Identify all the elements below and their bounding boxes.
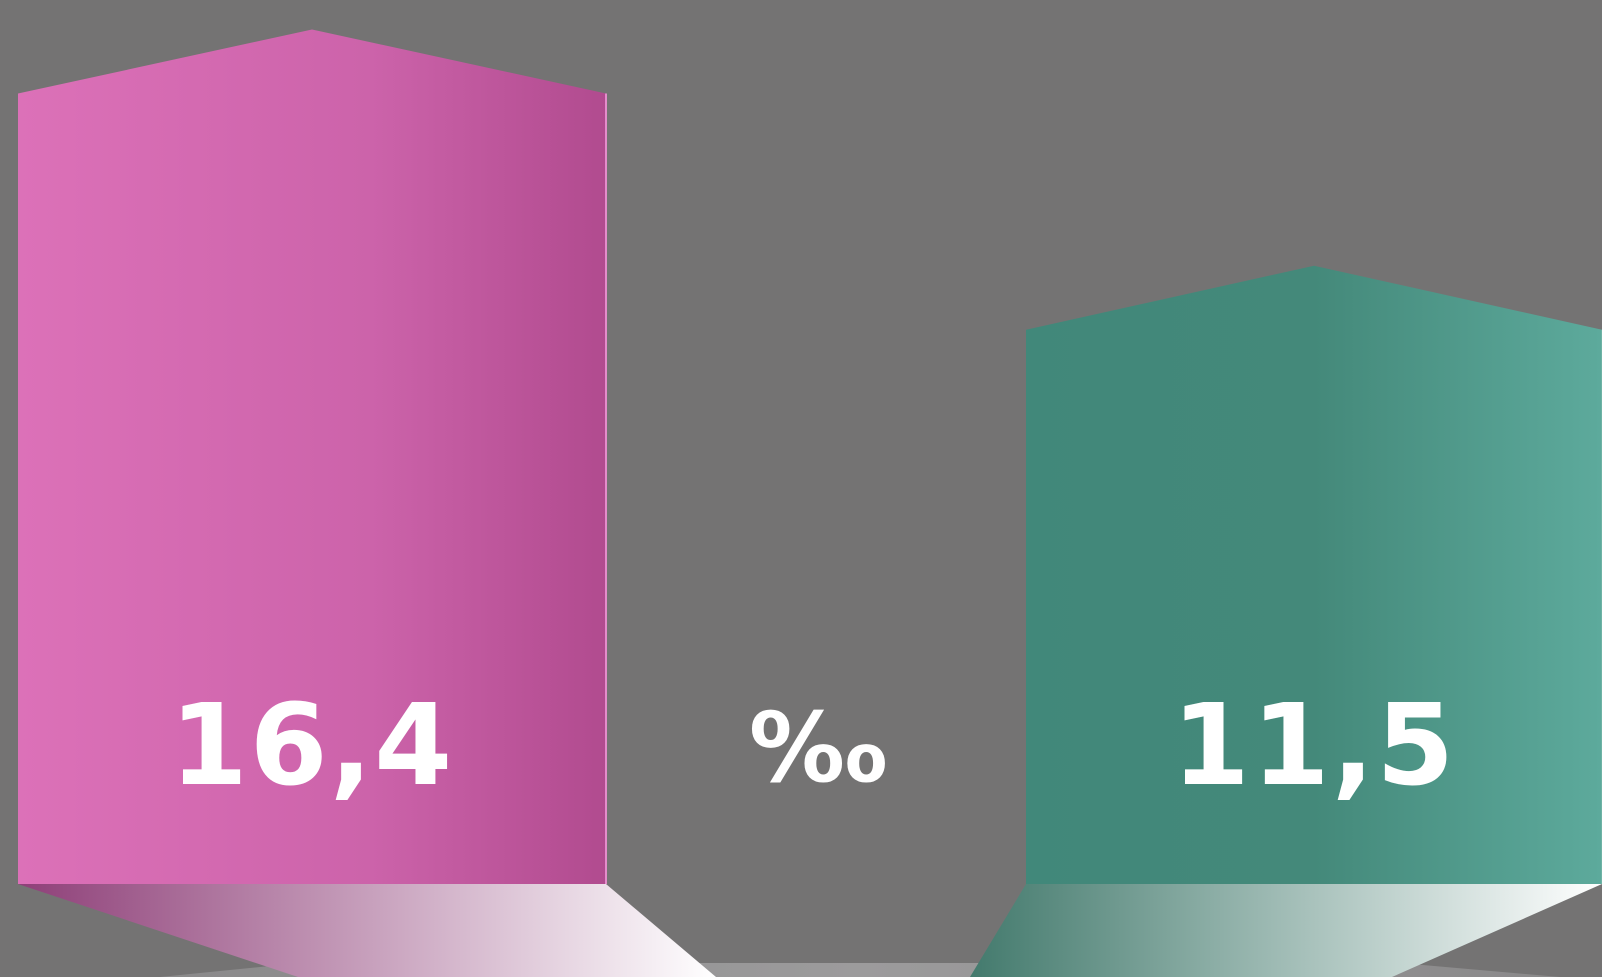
- bar-shadow-1: [18, 884, 716, 977]
- unit-label: ‰: [748, 692, 888, 804]
- bar-1: [18, 29, 606, 884]
- bar-value-label-1: 16,4: [169, 681, 455, 811]
- bar-value-label-2: 11,5: [1171, 681, 1457, 811]
- bar-shadow-2: [970, 884, 1602, 977]
- bar-2: [1026, 265, 1602, 884]
